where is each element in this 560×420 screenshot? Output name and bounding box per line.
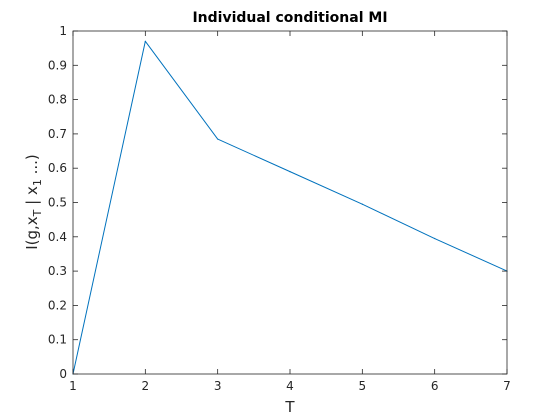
x-tick-label: 4 xyxy=(286,379,294,393)
y-tick-label: 0.2 xyxy=(48,298,67,312)
data-point xyxy=(144,40,146,42)
x-tick-label: 7 xyxy=(503,379,511,393)
x-tick-label: 2 xyxy=(142,379,150,393)
y-tick-label: 0.9 xyxy=(48,58,67,72)
y-tick-label: 1 xyxy=(59,24,67,38)
x-tick-label: 1 xyxy=(69,379,77,393)
x-tick-label: 3 xyxy=(214,379,222,393)
y-axis-label-main: I(g,x xyxy=(23,216,41,250)
y-axis-label-mid: | x xyxy=(23,186,41,210)
y-tick-label: 0.5 xyxy=(48,196,67,210)
y-axis-label-sub-1: 1 xyxy=(31,179,44,186)
y-tick-label: 0.1 xyxy=(48,333,67,347)
y-tick-label: 0 xyxy=(59,367,67,381)
data-point xyxy=(217,138,219,140)
data-point xyxy=(434,237,436,240)
y-tick-label: 0.3 xyxy=(48,264,67,278)
x-tick-label: 6 xyxy=(431,379,439,393)
chart-title: Individual conditional MI xyxy=(192,10,387,26)
y-axis-label-sub-t: T xyxy=(31,209,44,217)
plot-area xyxy=(73,31,507,374)
y-axis-label-tail: ...) xyxy=(23,154,41,179)
y-axis-label: I(g,xT | x1 ...) xyxy=(23,154,44,250)
y-tick-label: 0.8 xyxy=(48,93,67,107)
axes-layer: 1 2 3 4 5 6 7 0 0.1 0.2 0.3 0.4 0.5 0.6 0.7 0.8 0.9 1 xyxy=(48,24,511,393)
x-axis-label: T xyxy=(284,398,295,416)
y-tick-label: 0.4 xyxy=(48,230,67,244)
data-point xyxy=(289,171,291,173)
y-tick-label: 0.7 xyxy=(48,127,67,141)
data-point xyxy=(361,203,363,205)
y-tick-label: 0.6 xyxy=(48,161,67,175)
x-tick-label: 5 xyxy=(359,379,367,393)
